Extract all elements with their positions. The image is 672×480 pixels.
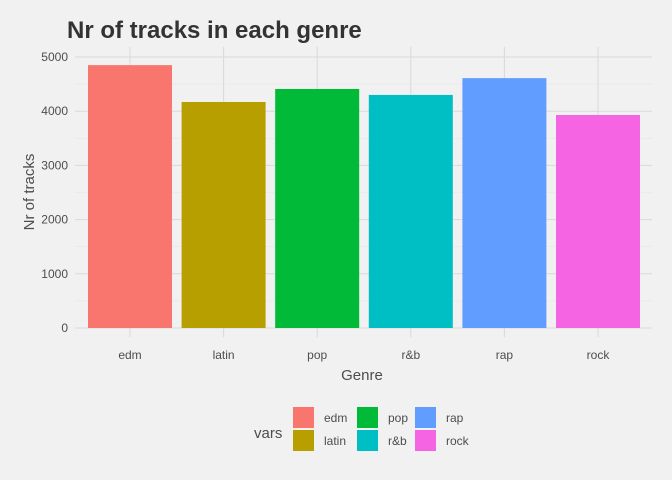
x-axis-ticks: edm latin pop r&b rap rock	[118, 348, 610, 362]
bar-edm	[88, 65, 172, 328]
legend-swatch	[357, 407, 378, 428]
legend: vars edm latin pop r&b rap rock	[254, 407, 470, 451]
legend-label: latin	[324, 434, 346, 448]
legend-label: pop	[388, 411, 408, 425]
x-tick-label: rock	[587, 348, 611, 362]
legend-items: edm latin pop r&b rap rock	[293, 407, 470, 451]
legend-label: r&b	[388, 434, 407, 448]
bar-rap	[462, 78, 547, 328]
bar-rb	[368, 94, 453, 328]
legend-swatch	[415, 407, 436, 428]
x-tick-label: rap	[496, 348, 514, 362]
bar-rock	[556, 114, 640, 328]
chart-title: Nr of tracks in each genre	[67, 17, 362, 44]
bar-pop	[275, 88, 360, 328]
x-tick-label: r&b	[401, 348, 420, 362]
x-axis-title: Genre	[341, 367, 383, 384]
x-tick-label: pop	[307, 348, 327, 362]
legend-title: vars	[254, 425, 282, 442]
legend-label: edm	[324, 411, 347, 425]
y-tick-label: 1000	[41, 267, 68, 281]
y-tick-label: 0	[61, 321, 68, 335]
legend-swatch	[415, 430, 436, 451]
bar-latin	[181, 101, 266, 329]
bars	[88, 65, 640, 329]
y-tick-label: 2000	[41, 213, 68, 227]
y-axis-ticks: 0 1000 2000 3000 4000 5000	[41, 50, 68, 335]
y-tick-label: 5000	[41, 50, 68, 64]
legend-swatch	[293, 430, 314, 451]
legend-swatch	[357, 430, 378, 451]
legend-swatch	[293, 407, 314, 428]
legend-label: rap	[446, 411, 464, 425]
x-tick-label: edm	[118, 348, 141, 362]
y-tick-label: 3000	[41, 158, 68, 172]
legend-label: rock	[446, 434, 470, 448]
x-tick-label: latin	[213, 348, 235, 362]
y-axis-title: Nr of tracks	[21, 154, 38, 231]
y-tick-label: 4000	[41, 104, 68, 118]
